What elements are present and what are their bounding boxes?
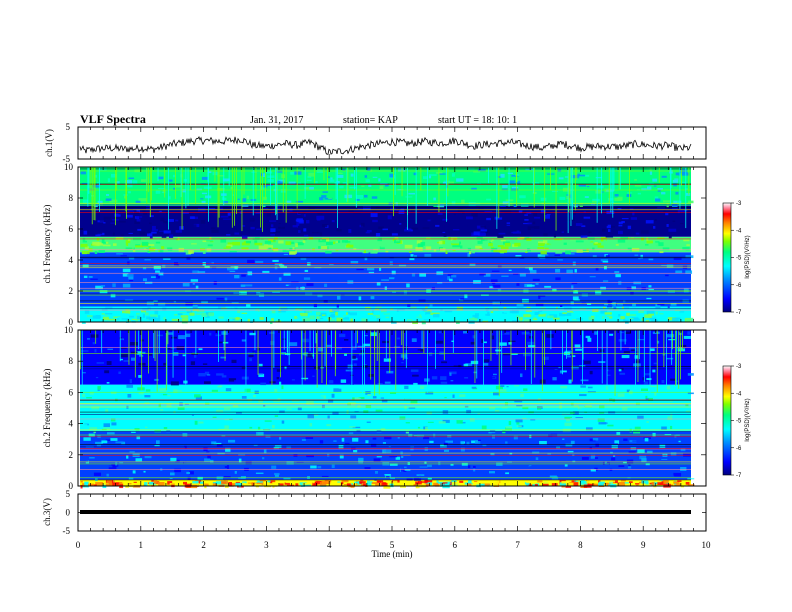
ch3-volt-tick-label: -5: [63, 526, 71, 536]
x-tick-label: 8: [578, 540, 583, 550]
ch2-colorbar-tick: -6: [736, 446, 742, 452]
ch2-colorbar-tick: -4: [736, 391, 742, 397]
ch1-volt-tick-label: -5: [63, 154, 71, 164]
ch1-volt-tick-label: 5: [66, 122, 71, 132]
ch1-waveform-trace: [79, 135, 692, 155]
x-tick-label: 7: [515, 540, 520, 550]
ch1-waveform-ylabel: ch.1(V): [44, 129, 54, 157]
figure-title: VLF Spectra: [80, 112, 146, 126]
ch2-colorbar-label: log(PSD)(V²/Hz): [745, 398, 751, 441]
ch1-spectrogram-ylabel: ch.1 Frequency (kHz): [42, 205, 52, 284]
date-label: Jan. 31, 2017: [250, 115, 303, 126]
ch1-freq-tick-label: 2: [69, 286, 74, 296]
ch1-colorbar-tick: -7: [736, 310, 742, 316]
ch2-freq-tick-label: 2: [69, 450, 74, 460]
x-tick-label: 10: [702, 540, 712, 550]
x-tick-label: 1: [139, 540, 144, 550]
ch1-freq-tick-label: 0: [69, 317, 74, 327]
station-label: station= KAP: [343, 115, 398, 126]
ch1-colorbar-tick: -6: [736, 283, 742, 289]
x-tick-label: 9: [641, 540, 646, 550]
ch1-spectrogram: [80, 167, 694, 325]
ch1-colorbar-tick: -4: [736, 228, 742, 234]
ch1-colorbar: [722, 202, 732, 313]
x-tick-label: 6: [453, 540, 458, 550]
ch2-freq-tick-label: 6: [69, 387, 74, 397]
ch1-colorbar-tick: -5: [736, 256, 742, 262]
ch1-freq-tick-label: 10: [64, 162, 74, 172]
x-axis-label: Time (min): [372, 549, 413, 559]
colorbar-ticks: -3 -4 -5 -6 -7 -3 -4 -5 -6 -7: [731, 201, 742, 479]
ch2-freq-tick-label: 4: [69, 419, 74, 429]
ch2-colorbar-tick: -3: [736, 364, 742, 370]
ch3-waveform-ylabel: ch.3(V): [42, 498, 52, 526]
ch2-freq-tick-label: 8: [69, 356, 74, 366]
ch2-colorbar-tick: -5: [736, 419, 742, 425]
ch1-freq-tick-label: 6: [69, 224, 74, 234]
ch2-colorbar-tick: -7: [736, 473, 742, 479]
ch1-colorbar-tick: -3: [736, 201, 742, 207]
ch2-colorbar: [722, 365, 732, 476]
x-tick-label: 4: [327, 540, 332, 550]
x-tick-label: 5: [390, 540, 395, 550]
ch1-waveform-line: [79, 135, 692, 155]
x-tick-label: 2: [201, 540, 206, 550]
ch1-freq-tick-label: 8: [69, 193, 74, 203]
ch1-colorbar-label: log(PSD)(V²/Hz): [745, 235, 751, 278]
start-ut-label: start UT = 18: 10: 1: [438, 115, 517, 126]
x-tick-label: 0: [76, 540, 81, 550]
ch2-spectrogram-ylabel: ch.2 Frequency (kHz): [42, 369, 52, 448]
ch3-volt-tick-label: 0: [66, 508, 71, 518]
ch1-freq-tick-label: 4: [69, 255, 74, 265]
ch2-freq-tick-label: 10: [64, 325, 74, 335]
ch3-volt-tick-label: 5: [66, 489, 71, 499]
x-tick-label: 3: [264, 540, 269, 550]
ch2-freq-tick-label: 0: [69, 481, 74, 491]
ch2-spectrogram: [80, 330, 695, 489]
